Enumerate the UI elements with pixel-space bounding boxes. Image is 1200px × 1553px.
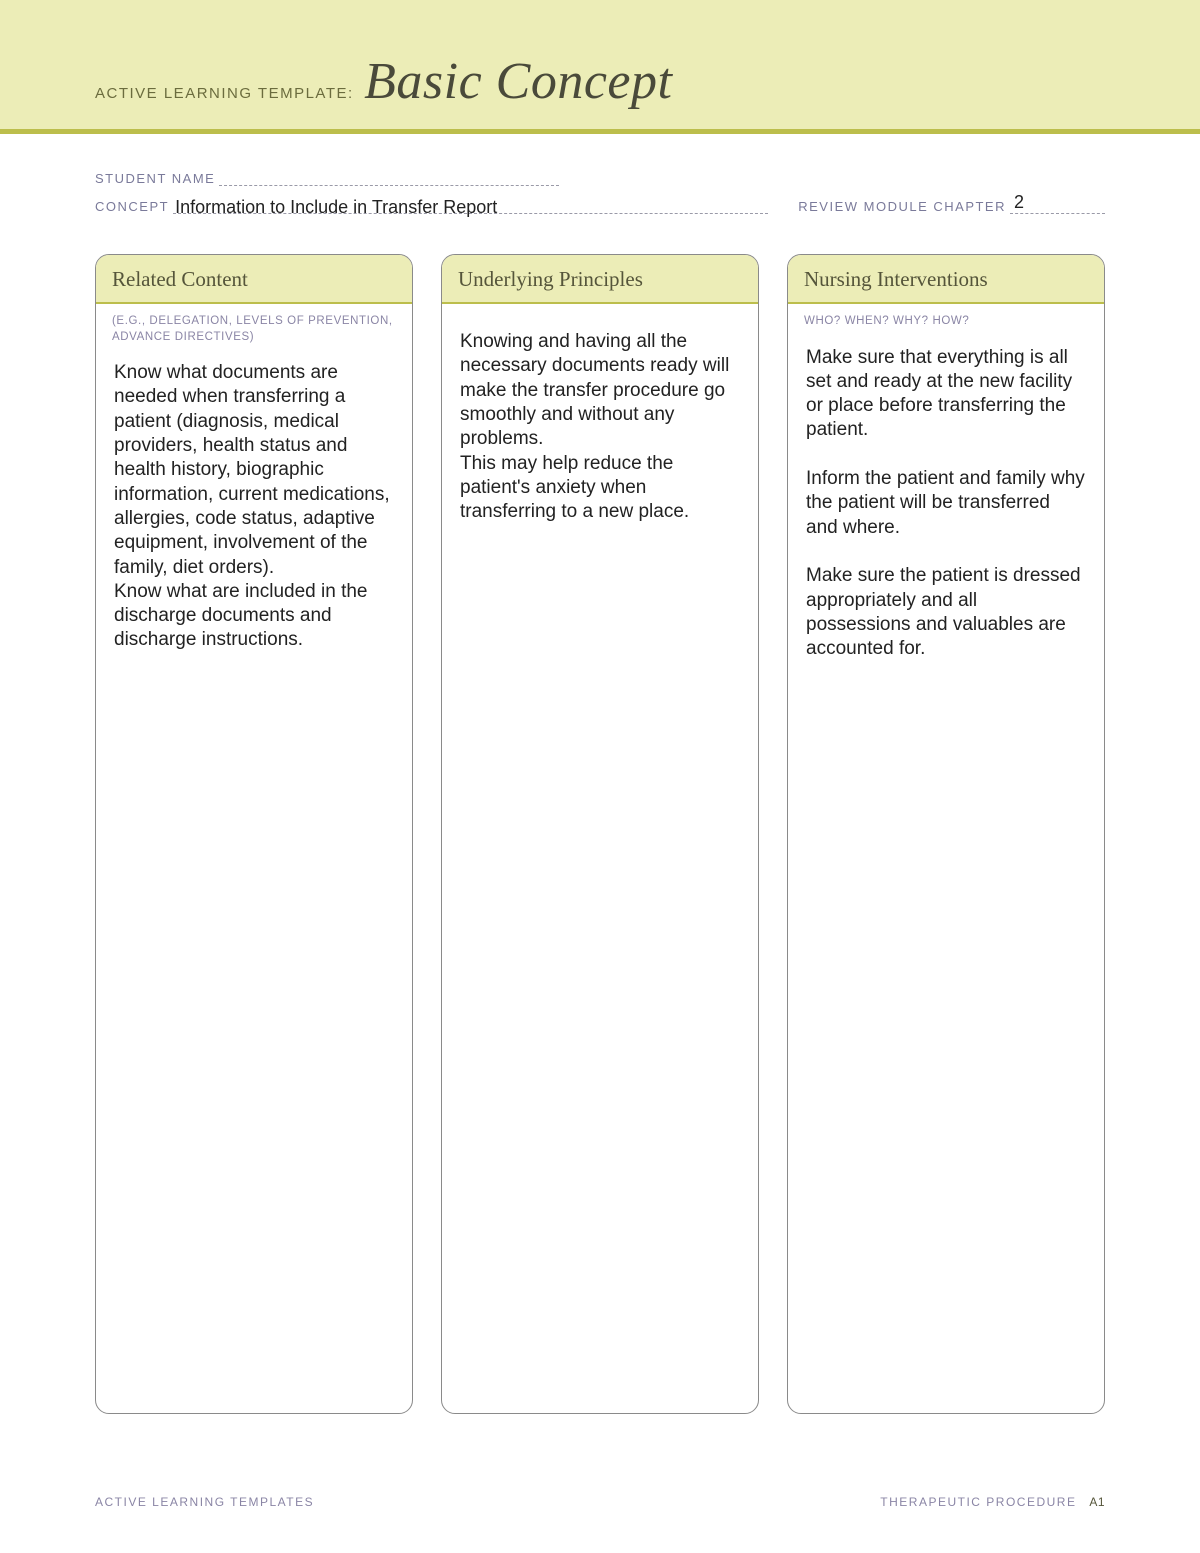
meta-section: STUDENT NAME CONCEPT Information to Incl… — [0, 134, 1200, 214]
student-name-value — [219, 169, 221, 189]
column-title: Nursing Interventions — [804, 267, 1088, 292]
column-underlying-principles: Underlying Principles Knowing and having… — [441, 254, 759, 1414]
header-band: ACTIVE LEARNING TEMPLATE: Basic Concept — [0, 0, 1200, 134]
footer: ACTIVE LEARNING TEMPLATES THERAPEUTIC PR… — [95, 1495, 1105, 1509]
footer-page: A1 — [1089, 1495, 1105, 1509]
concept-label: CONCEPT — [95, 199, 173, 214]
chapter-right: REVIEW MODULE CHAPTER 2 — [798, 196, 1105, 214]
concept-left: CONCEPT Information to Include in Transf… — [95, 196, 768, 214]
chapter-line[interactable]: 2 — [1010, 196, 1105, 214]
column-body: Make sure that everything is all set and… — [788, 330, 1104, 678]
student-name-line[interactable] — [219, 168, 559, 186]
column-header: Nursing Interventions — [788, 255, 1104, 304]
column-nursing-interventions: Nursing Interventions WHO? WHEN? WHY? HO… — [787, 254, 1105, 1414]
column-body: Knowing and having all the necessary doc… — [442, 314, 758, 541]
template-label: ACTIVE LEARNING TEMPLATE: — [95, 85, 354, 102]
columns: Related Content (E.G., DELEGATION, LEVEL… — [0, 214, 1200, 1414]
chapter-value: 2 — [1014, 192, 1024, 213]
column-subtitle — [442, 304, 758, 314]
footer-right-text: THERAPEUTIC PROCEDURE — [880, 1495, 1076, 1509]
column-subtitle: WHO? WHEN? WHY? HOW? — [788, 304, 1104, 330]
concept-row: CONCEPT Information to Include in Transf… — [95, 196, 1105, 214]
footer-right: THERAPEUTIC PROCEDURE A1 — [880, 1495, 1105, 1509]
column-subtitle: (E.G., DELEGATION, LEVELS OF PREVENTION,… — [96, 304, 412, 345]
column-body: Know what documents are needed when tran… — [96, 345, 412, 669]
page: ACTIVE LEARNING TEMPLATE: Basic Concept … — [0, 0, 1200, 1553]
student-name-row: STUDENT NAME — [95, 168, 1105, 186]
column-header: Related Content — [96, 255, 412, 304]
header-inner: ACTIVE LEARNING TEMPLATE: Basic Concept — [95, 52, 672, 111]
column-title: Underlying Principles — [458, 267, 742, 292]
template-title: Basic Concept — [364, 52, 672, 111]
column-title: Related Content — [112, 267, 396, 292]
column-related-content: Related Content (E.G., DELEGATION, LEVEL… — [95, 254, 413, 1414]
student-name-label: STUDENT NAME — [95, 171, 219, 186]
footer-left: ACTIVE LEARNING TEMPLATES — [95, 1495, 314, 1509]
concept-line[interactable]: Information to Include in Transfer Repor… — [173, 196, 768, 214]
concept-value: Information to Include in Transfer Repor… — [173, 197, 497, 217]
chapter-label: REVIEW MODULE CHAPTER — [798, 199, 1010, 214]
column-header: Underlying Principles — [442, 255, 758, 304]
